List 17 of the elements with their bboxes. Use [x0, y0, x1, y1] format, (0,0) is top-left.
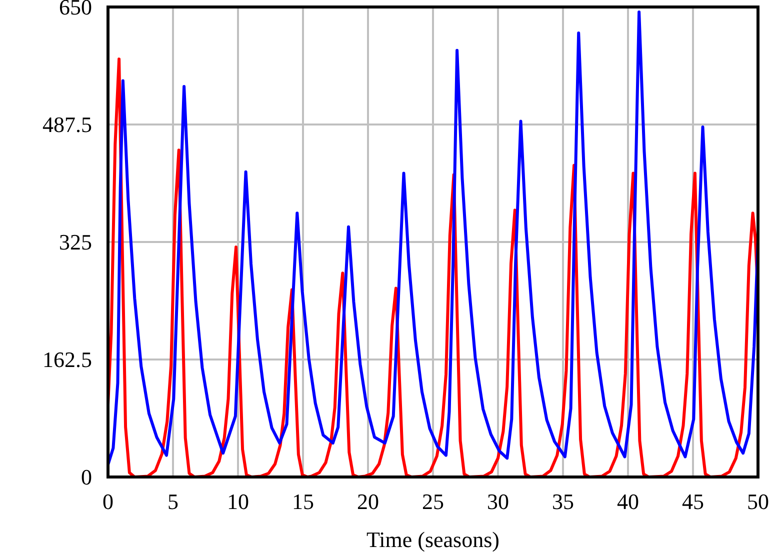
y-tick-label: 162.5 [42, 347, 92, 372]
x-tick-label: 30 [487, 489, 509, 514]
x-axis-title: Time (seasons) [366, 527, 500, 552]
x-tick-label: 35 [552, 489, 574, 514]
y-tick-label: 650 [59, 0, 92, 20]
x-tick-label: 15 [292, 489, 314, 514]
x-tick-label: 40 [617, 489, 639, 514]
y-tick-label: 325 [59, 230, 92, 255]
x-tick-label: 20 [357, 489, 379, 514]
x-tick-label: 25 [422, 489, 444, 514]
x-tick-label: 0 [102, 489, 114, 514]
x-tick-label: 5 [168, 489, 178, 514]
y-tick-label: 487.5 [42, 112, 92, 138]
y-tick-label: 0 [81, 464, 92, 490]
x-tick-label: 50 [747, 489, 769, 514]
x-tick-label: 45 [682, 489, 704, 514]
x-tick-label: 10 [227, 489, 249, 514]
